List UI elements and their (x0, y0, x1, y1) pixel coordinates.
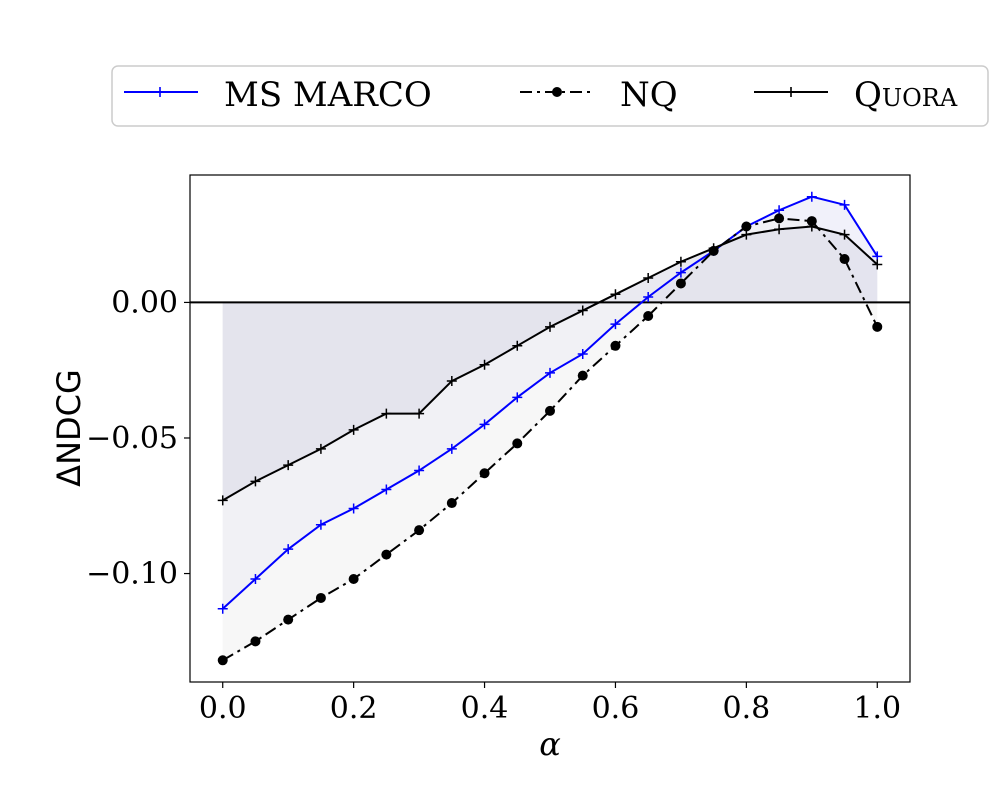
legend-label-nq: NQ (620, 75, 678, 115)
point-quora (414, 408, 425, 419)
y-tick-label: −0.05 (86, 421, 178, 456)
point-quora (545, 321, 555, 332)
point-nq (348, 573, 359, 584)
point-nq (643, 310, 654, 321)
legend-label-quora: Quora (854, 75, 958, 115)
x-tick-label: 1.0 (853, 691, 901, 726)
point-quora (479, 359, 490, 370)
x-tick-label: 0.0 (199, 691, 247, 726)
point-quora (741, 229, 752, 240)
legend-box (111, 65, 989, 127)
point-quora (348, 424, 359, 435)
point-quora (512, 340, 523, 351)
point-nq (806, 216, 817, 227)
point-ms-marco (806, 191, 817, 202)
point-nq (839, 254, 850, 265)
point-ms-marco (217, 603, 228, 614)
point-quora (774, 224, 785, 235)
point-ms-marco (381, 484, 392, 495)
point-quora (577, 305, 588, 316)
point-quora (643, 273, 654, 284)
point-ms-marco (577, 348, 588, 359)
point-nq (479, 468, 490, 479)
point-quora (872, 259, 883, 270)
point-nq (741, 221, 752, 232)
point-quora (250, 476, 261, 487)
area-quora (222, 226, 878, 501)
point-ms-marco (512, 392, 523, 403)
x-tick-label: 0.2 (330, 691, 378, 726)
point-ms-marco (315, 519, 326, 530)
legend-label-ms-marco: MS MARCO (224, 75, 432, 115)
point-nq (610, 340, 621, 351)
point-ms-marco (545, 367, 555, 378)
plot-area (190, 191, 910, 666)
legend: MS MARCO NQ Quora (111, 65, 989, 127)
point-quora (446, 376, 457, 387)
point-quora (806, 221, 817, 232)
point-nq (414, 525, 425, 536)
point-nq (577, 370, 588, 381)
y-axis-label: ΔNDCG (50, 369, 88, 487)
point-nq (446, 498, 457, 509)
point-quora (283, 460, 294, 471)
y-tick-label: −0.10 (86, 557, 178, 592)
y-tick-label: 0.00 (111, 285, 178, 320)
point-nq (283, 614, 294, 625)
point-ms-marco (479, 419, 490, 430)
point-nq (872, 321, 883, 332)
point-quora (381, 408, 392, 419)
point-ms-marco (414, 465, 425, 476)
point-quora (839, 229, 850, 240)
point-ms-marco (283, 544, 294, 555)
point-quora (708, 243, 719, 254)
x-axis: 0.0 0.2 0.4 0.6 0.8 1.0 (199, 682, 901, 726)
point-nq (315, 592, 326, 603)
x-tick-label: 0.6 (592, 691, 640, 726)
point-nq (217, 655, 228, 666)
point-ms-marco (348, 503, 359, 514)
point-quora (217, 495, 228, 506)
point-nq (774, 213, 785, 224)
plot-frame (189, 174, 911, 683)
point-ms-marco (839, 199, 850, 210)
point-nq (512, 438, 523, 449)
legend-marker-ms-marco (155, 87, 165, 97)
x-tick-label: 0.4 (461, 691, 509, 726)
legend-marker-nq (552, 87, 562, 97)
y-axis: −0.10 −0.05 0.00 (86, 285, 190, 592)
point-nq (545, 405, 555, 416)
point-ms-marco (610, 319, 621, 330)
point-ms-marco (675, 267, 686, 278)
line-nq (222, 217, 879, 662)
point-ms-marco (643, 292, 654, 303)
x-axis-label: α (539, 725, 561, 763)
legend-marker-quora (786, 87, 796, 97)
point-quora (315, 443, 326, 454)
point-quora (675, 256, 686, 267)
point-nq (675, 278, 686, 289)
point-nq (250, 636, 261, 647)
x-tick-label: 0.8 (723, 691, 771, 726)
point-nq (381, 549, 392, 560)
point-ms-marco (446, 443, 457, 454)
point-quora (610, 289, 621, 300)
point-ms-marco (250, 573, 261, 584)
